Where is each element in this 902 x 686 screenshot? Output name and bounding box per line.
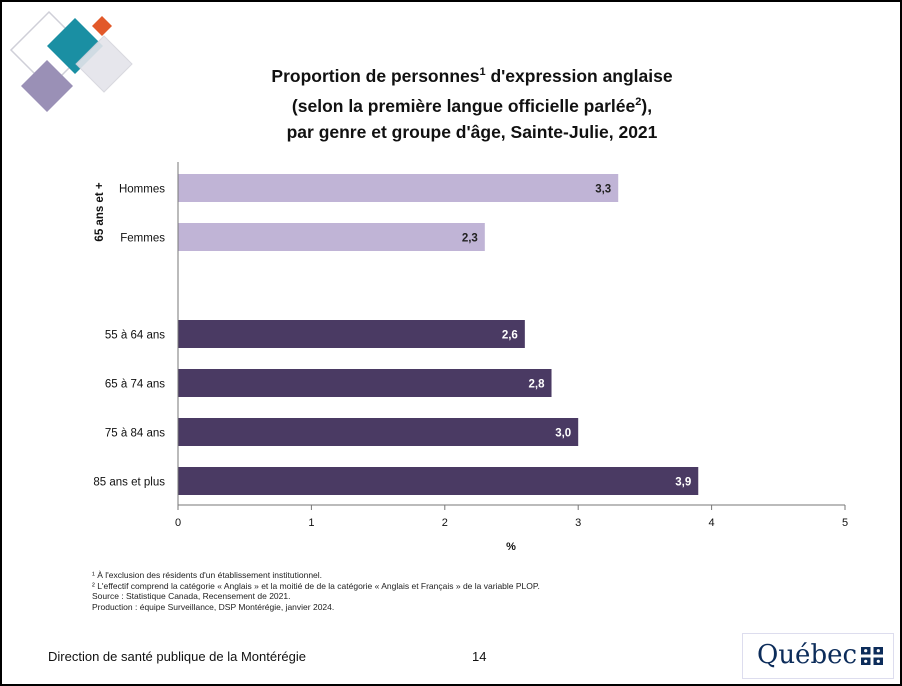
x-tick-label: 5 [842,517,848,529]
source-note: Source : Statistique Canada, Recensement… [92,591,540,602]
data-label: 2,3 [462,233,478,245]
data-label: 3,3 [595,184,611,196]
bar [178,418,578,446]
category-label: 85 ans et plus [93,477,165,489]
x-axis-label: % [506,541,516,553]
footnote-1: ¹ À l'exclusion des résidents d'un établ… [92,570,540,581]
bar [178,223,485,251]
bar-chart: Hommes 3,3 Femmes 2,3 55 à 64 ans 2,6 65 à 74 … [2,2,900,562]
data-label: 2,6 [502,330,518,342]
x-tick-label: 4 [709,517,715,529]
fleurdelise-flag-icon [861,647,883,665]
category-label: Hommes [119,184,165,196]
production-note: Production : équipe Surveillance, DSP Mo… [92,602,540,613]
footer-organization: Direction de santé publique de la Montér… [48,649,306,664]
data-label: 3,9 [675,477,691,489]
quebec-wordmark: Québec [757,640,857,670]
footnotes: ¹ À l'exclusion des résidents d'un établ… [92,570,540,612]
x-tick-label: 0 [175,517,181,529]
bar [178,174,618,202]
page-number: 14 [472,649,486,664]
bar [178,467,698,495]
category-label: Femmes [120,233,165,245]
category-label: 55 à 64 ans [105,330,165,342]
x-tick-label: 1 [308,517,314,529]
quebec-logo: Québec [742,633,894,679]
data-label: 3,0 [555,428,571,440]
category-label: 65 à 74 ans [105,379,165,391]
data-label: 2,8 [529,379,546,391]
bar [178,320,525,348]
x-tick-label: 3 [575,517,581,529]
category-label: 75 à 84 ans [105,428,165,440]
group-label: 65 ans et + [94,182,106,241]
bar [178,369,552,397]
x-tick-label: 2 [442,517,448,529]
footnote-2: ² L'effectif comprend la catégorie « Ang… [92,581,540,592]
